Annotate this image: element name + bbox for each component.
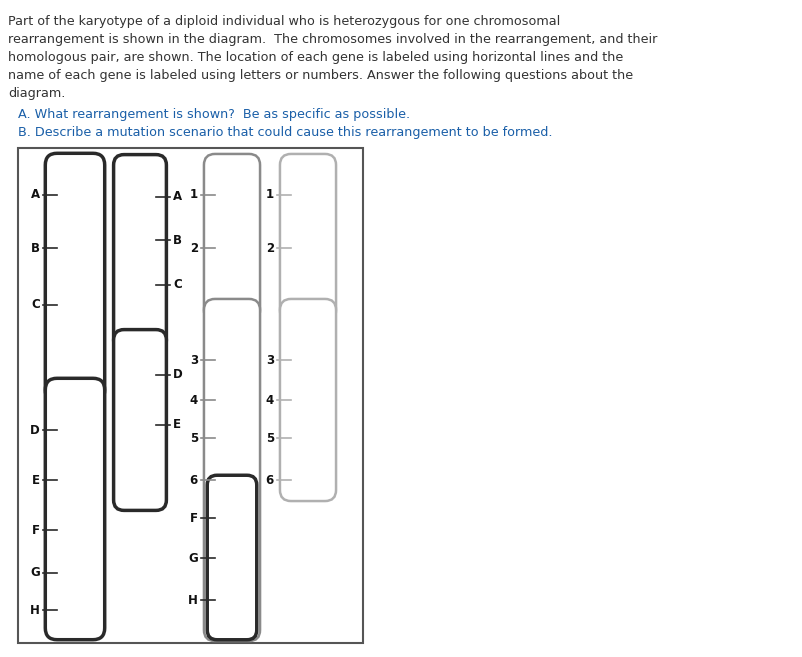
Text: B. Describe a mutation scenario that could cause this rearrangement to be formed: B. Describe a mutation scenario that cou… (18, 126, 552, 139)
Text: B: B (31, 242, 40, 254)
Text: 1: 1 (265, 189, 273, 202)
Text: diagram.: diagram. (8, 87, 65, 100)
Text: F: F (32, 524, 40, 537)
FancyBboxPatch shape (113, 330, 166, 510)
Text: 2: 2 (265, 242, 273, 254)
Text: homologous pair, are shown. The location of each gene is labeled using horizonta: homologous pair, are shown. The location… (8, 51, 622, 64)
Text: 3: 3 (189, 353, 198, 367)
Text: 5: 5 (189, 432, 198, 445)
Text: 6: 6 (189, 474, 198, 486)
FancyBboxPatch shape (45, 378, 104, 640)
FancyBboxPatch shape (113, 154, 166, 350)
Text: 5: 5 (265, 432, 273, 445)
Text: rearrangement is shown in the diagram.  The chromosomes involved in the rearrang: rearrangement is shown in the diagram. T… (8, 33, 657, 46)
Text: E: E (172, 419, 180, 432)
FancyBboxPatch shape (45, 153, 104, 401)
Text: D: D (172, 369, 183, 382)
Text: G: G (30, 566, 40, 579)
Text: 2: 2 (189, 242, 198, 254)
Text: A. What rearrangement is shown?  Be as specific as possible.: A. What rearrangement is shown? Be as sp… (18, 108, 410, 121)
Text: G: G (188, 551, 198, 564)
Text: C: C (172, 279, 181, 292)
Text: A: A (172, 191, 182, 204)
Text: D: D (30, 424, 40, 436)
Text: F: F (190, 512, 198, 524)
Text: H: H (188, 593, 198, 606)
FancyBboxPatch shape (280, 154, 335, 321)
FancyBboxPatch shape (207, 475, 257, 640)
FancyBboxPatch shape (204, 154, 260, 321)
Text: name of each gene is labeled using letters or numbers. Answer the following ques: name of each gene is labeled using lette… (8, 69, 632, 82)
Text: H: H (30, 604, 40, 616)
Text: 1: 1 (189, 189, 198, 202)
Bar (18, 148, 363, 643)
Text: 3: 3 (265, 353, 273, 367)
Text: E: E (32, 474, 40, 486)
Text: B: B (172, 233, 182, 246)
Text: 6: 6 (265, 474, 273, 486)
Text: 4: 4 (189, 394, 198, 407)
Text: Part of the karyotype of a diploid individual who is heterozygous for one chromo: Part of the karyotype of a diploid indiv… (8, 15, 560, 28)
FancyBboxPatch shape (204, 299, 260, 641)
Text: 4: 4 (265, 394, 273, 407)
Text: A: A (30, 189, 40, 202)
Text: C: C (31, 298, 40, 311)
FancyBboxPatch shape (280, 299, 335, 501)
